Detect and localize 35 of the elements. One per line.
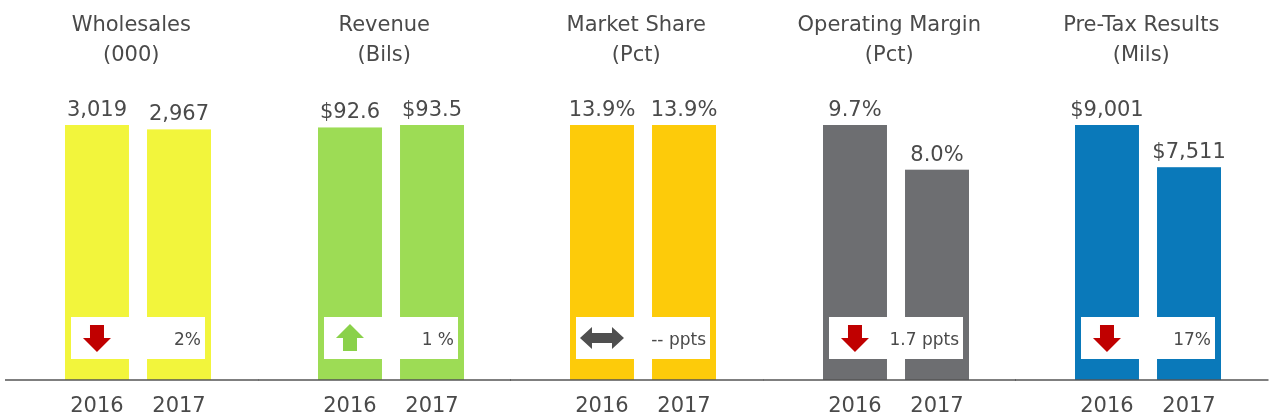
chart-title: Operating Margin [797,12,981,36]
data-label: 8.0% [909,141,964,166]
data-label: $7,511 [1152,139,1226,164]
chart-subtitle: (000) [103,42,160,66]
data-label: $9,001 [1070,97,1144,121]
x-tick-label: 2016 [1080,393,1134,416]
annotation: 17% [1173,329,1211,349]
chart-subtitle: (Bils) [357,42,411,66]
chart-subtitle: (Mils) [1112,42,1170,66]
annotation: -- ppts [651,329,707,349]
annotation: 1 % [421,329,454,349]
x-tick-label: 2017 [152,393,206,416]
x-tick-label: 2016 [322,393,377,416]
data-label: 13.9% [650,97,718,121]
x-tick-label: 2017 [657,393,711,416]
data-label: $92.6 [319,99,380,124]
chart-title: Market Share [566,12,706,36]
annotation: 2% [174,329,201,349]
x-tick-label: 2016 [575,393,629,416]
chart-title: Revenue [338,12,430,36]
data-label: 13.9% [568,97,636,121]
chart-title: Pre-Tax Results [1063,12,1220,36]
x-tick-label: 2016 [70,393,124,416]
x-tick-label: 2017 [404,393,459,416]
data-label: 3,019 [66,97,128,121]
data-label: 9.7% [827,97,882,121]
x-tick-label: 2017 [1162,393,1216,416]
data-label: $93.5 [401,97,462,121]
chart-subtitle: (Pct) [611,42,661,66]
chart-title: Wholesales [71,12,191,36]
x-tick-label: 2017 [909,393,964,416]
chart-subtitle: (Pct) [864,42,914,66]
annotation: 1.7 ppts [888,329,959,349]
data-label: 2,967 [148,101,210,126]
x-tick-label: 2016 [827,393,882,416]
